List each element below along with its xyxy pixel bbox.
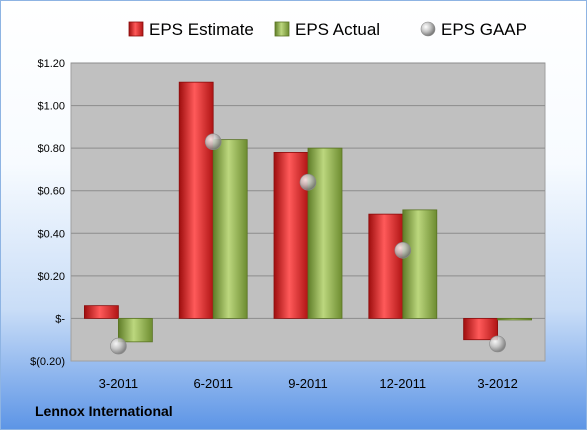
actual-bar <box>307 147 343 319</box>
estimate-bar <box>84 305 119 319</box>
y-axis-ticks: $1.20 $1.00 $0.80 $0.60 $0.40 $0.20 $- $(0.20) <box>30 58 65 368</box>
x-category-label: 6-2011 <box>193 376 233 391</box>
legend-item: EPS GAAP <box>420 20 527 39</box>
x-category-label: 12-2011 <box>379 376 426 391</box>
y-tick-label: $1.00 <box>37 101 65 113</box>
y-tick-label: $0.60 <box>37 186 65 198</box>
legend-label: EPS Actual <box>295 20 380 39</box>
gaap-marker <box>394 242 412 259</box>
y-tick-label: $1.20 <box>37 58 65 70</box>
actual-bar <box>402 209 438 319</box>
legend-swatch <box>128 21 144 37</box>
gaap-marker <box>489 335 506 353</box>
actual-bar <box>497 318 533 321</box>
x-category-label: 3-2012 <box>477 376 517 391</box>
estimate-bar <box>463 318 499 341</box>
y-tick-label: $0.40 <box>37 228 65 240</box>
company-label: Lennox International <box>35 403 173 419</box>
y-tick-label: $- <box>55 313 65 325</box>
actual-bar <box>212 139 248 319</box>
gaap-markers <box>110 133 506 355</box>
gaap-marker <box>204 133 222 151</box>
estimate-bar <box>368 213 404 319</box>
x-axis-categories: 3-2011 6-2011 9-2011 12-2011 3-2012 <box>99 376 518 391</box>
y-tick-label: $(0.20) <box>30 356 65 368</box>
eps-chart: $1.20$1.00$0.80$0.60$0.40$0.20$-$(0.20) … <box>30 20 546 391</box>
y-tick-label: $0.80 <box>37 143 65 155</box>
legend-label: EPS GAAP <box>441 20 527 39</box>
legend-swatch <box>420 21 436 37</box>
x-category-label: 3-2011 <box>99 376 139 391</box>
gaap-marker <box>299 173 317 191</box>
legend: EPS Estimate EPS Actual EPS GAAP <box>128 20 527 39</box>
legend-item: EPS Estimate <box>128 20 254 39</box>
estimate-bar <box>178 81 214 319</box>
legend-swatch <box>274 21 290 37</box>
legend-item: EPS Actual <box>274 20 380 39</box>
y-tick-label: $0.20 <box>37 271 65 283</box>
gaap-marker <box>110 337 127 355</box>
x-category-label: 9-2011 <box>288 376 328 391</box>
legend-label: EPS Estimate <box>149 20 254 39</box>
actual-bar <box>118 318 153 343</box>
